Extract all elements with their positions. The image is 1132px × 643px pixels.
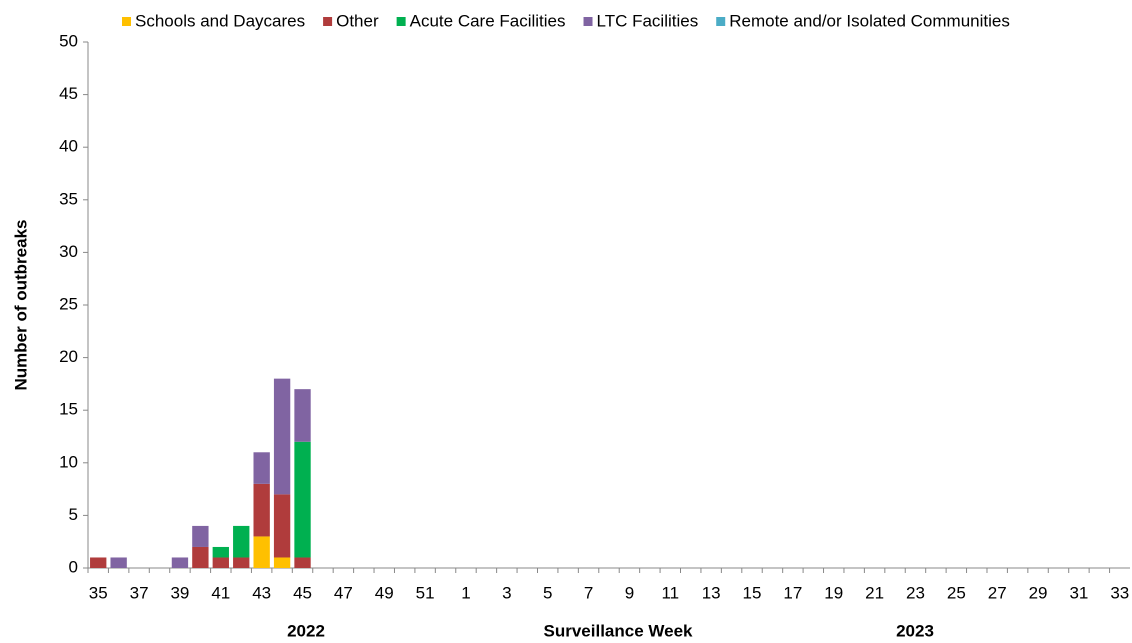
x-tick-label: 17: [783, 583, 802, 602]
bar-segment: [253, 452, 270, 484]
y-tick-label: 10: [59, 452, 78, 471]
year-label: 2023: [896, 621, 934, 640]
legend-label: Schools and Daycares: [135, 11, 305, 30]
legend-swatch: [323, 17, 333, 26]
legend-swatch: [583, 17, 593, 26]
x-tick-label: 29: [1029, 583, 1048, 602]
bar-segment: [212, 557, 229, 568]
bar-segment: [110, 557, 127, 568]
y-tick-label: 30: [59, 242, 78, 261]
legend-label: Remote and/or Isolated Communities: [729, 11, 1010, 30]
x-tick-label: 7: [584, 583, 593, 602]
x-tick-label: 49: [375, 583, 394, 602]
bar-segment: [233, 525, 250, 558]
x-tick-label: 47: [334, 583, 353, 602]
x-tick-label: 5: [543, 583, 552, 602]
year-label: 2022: [287, 621, 325, 640]
x-tick-label: 45: [293, 583, 312, 602]
legend-swatch: [716, 17, 726, 26]
bar-segment: [253, 536, 270, 568]
y-tick-label: 35: [59, 189, 78, 208]
bar-segment: [192, 546, 209, 568]
x-tick-label: 19: [824, 583, 843, 602]
legend-swatch: [396, 17, 406, 26]
bar-segment: [294, 557, 311, 568]
y-tick-label: 40: [59, 137, 78, 156]
bar-segment: [171, 557, 189, 568]
y-tick-label: 45: [59, 84, 78, 103]
y-tick-label: 15: [59, 400, 78, 419]
x-tick-label: 21: [865, 583, 884, 602]
bar-segment: [253, 483, 270, 537]
y-tick-label: 25: [59, 294, 78, 313]
x-axis-title: Surveillance Week: [544, 621, 694, 640]
bar-segment: [273, 557, 291, 568]
bar-segment: [233, 557, 250, 568]
x-tick-label: 43: [252, 583, 271, 602]
legend-label: Acute Care Facilities: [410, 11, 566, 30]
bar-segment: [294, 389, 311, 442]
x-tick-label: 35: [89, 583, 108, 602]
legend-label: LTC Facilities: [597, 11, 699, 30]
legend-label: Other: [336, 11, 379, 30]
x-tick-label: 37: [130, 583, 149, 602]
x-tick-label: 23: [906, 583, 925, 602]
x-tick-label: 51: [416, 583, 435, 602]
legend-swatch: [122, 17, 131, 26]
bar-segment: [90, 557, 107, 568]
y-tick-label: 50: [59, 31, 78, 50]
bar-segment: [192, 525, 209, 547]
x-tick-label: 41: [211, 583, 230, 602]
x-tick-label: 33: [1110, 583, 1129, 602]
x-tick-label: 27: [988, 583, 1007, 602]
x-tick-label: 11: [661, 583, 679, 602]
y-tick-label: 20: [59, 347, 78, 366]
x-tick-label: 25: [947, 583, 966, 602]
bar-segment: [273, 378, 291, 495]
bar-segment: [294, 441, 311, 558]
x-tick-label: 13: [702, 583, 721, 602]
bar-segment: [212, 546, 229, 558]
x-tick-label: 9: [625, 583, 634, 602]
y-axis-title: Number of outbreaks: [11, 220, 30, 391]
x-tick-label: 31: [1069, 583, 1088, 602]
x-tick-label: 3: [502, 583, 511, 602]
x-tick-label: 15: [743, 583, 762, 602]
y-tick-label: 0: [69, 557, 78, 576]
x-tick-label: 39: [170, 583, 189, 602]
y-tick-label: 5: [69, 505, 78, 524]
x-tick-label: 1: [461, 583, 470, 602]
bar-segment: [273, 494, 291, 558]
